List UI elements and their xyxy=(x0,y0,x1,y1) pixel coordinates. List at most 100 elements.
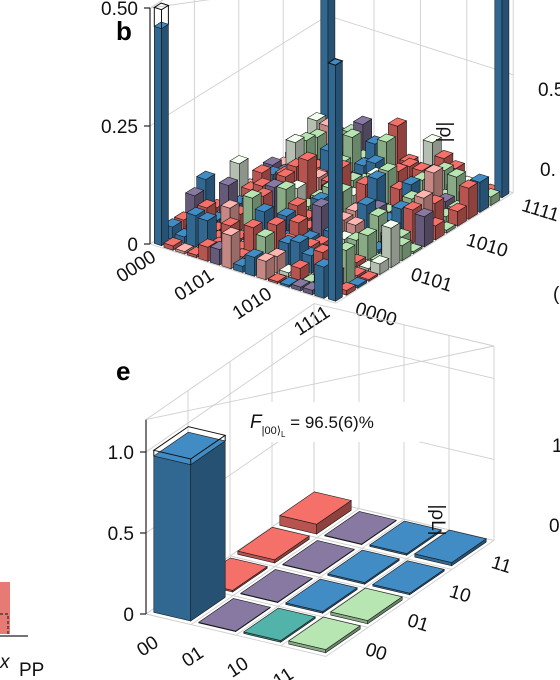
panel-b-y-tick-label: 0000 xyxy=(353,299,400,331)
panel-b-bar xyxy=(381,219,401,269)
panel-e-bar-face-top xyxy=(369,520,442,554)
panel-b-bar-face-top xyxy=(276,207,297,217)
panel-b-bar-face-top xyxy=(221,226,241,237)
panel-b-bar-face-top xyxy=(251,164,272,174)
panel-b-y-tick-label: 1111 xyxy=(519,195,560,226)
panel-b-bar-face-top xyxy=(197,238,218,248)
panel-b-bar-face-top xyxy=(275,168,296,178)
panel-b-bar-face-front xyxy=(414,213,425,248)
panel-b-gridline-floor-x xyxy=(335,192,514,304)
left-edge-x-fragment: x xyxy=(0,652,11,673)
panel-b-bar-face-top xyxy=(352,115,373,125)
panel-b-bar-face-top xyxy=(387,117,408,127)
panel-b-bar-face-top xyxy=(411,162,432,172)
panel-b-bar-face-top xyxy=(458,179,479,189)
panel-e-bar xyxy=(288,616,361,654)
panel-b-x-tick-label: 1111 xyxy=(291,302,334,340)
panel-e-x-tick-label: 10 xyxy=(223,653,252,680)
panel-b-bar-face-front xyxy=(154,25,162,247)
panel-e-bar xyxy=(237,526,310,564)
panel-b-bar-face-top xyxy=(306,112,327,122)
panel-b-bar-face-top xyxy=(220,199,240,209)
right-edge-fragment-5: 0 xyxy=(549,516,560,537)
panel-b-bar-face-top xyxy=(255,252,276,262)
panel-b-bar-face-top xyxy=(289,233,310,244)
panel-e-x-tick-label: 00 xyxy=(133,632,162,661)
panel-b-y-tick-label: 0101 xyxy=(408,264,455,296)
fidelity-subsubscript: L xyxy=(281,430,286,439)
left-edge-ideal-fragment xyxy=(0,613,9,634)
panel-b-bar xyxy=(414,207,434,248)
panel-b-bar xyxy=(221,226,241,270)
panel-b-bar xyxy=(290,259,310,281)
panel-b-bar-face-top xyxy=(422,133,443,144)
panel-b-bar-face-top xyxy=(469,173,490,183)
panel-b-bar-face-top xyxy=(446,168,467,178)
panel-b-bar-face-top xyxy=(197,211,218,222)
panel-b-bar-face-top xyxy=(285,133,305,144)
panel-b-bar-face-top xyxy=(434,149,454,160)
panel-b-bar xyxy=(163,237,183,251)
panel-b-bar xyxy=(267,272,288,285)
fidelity-text: F|00⟩L = 96.5(6)% xyxy=(250,412,374,439)
panel-b-bar-face-side xyxy=(161,23,169,247)
panel-b-bar xyxy=(327,58,344,302)
panel-b-chart: 00.250.50|ρ|0000 0101 1010 1111111110100101… xyxy=(101,0,560,340)
panel-b-bar-face-top xyxy=(423,164,444,174)
panel-e-bar xyxy=(327,549,400,585)
panel-e-bar xyxy=(243,607,316,643)
panel-b-bar-face-top xyxy=(255,228,276,238)
panel-b-bar xyxy=(153,21,170,247)
right-edge-fragment-3: ( xyxy=(553,284,560,305)
panel-e-bar-face-top xyxy=(330,587,403,621)
panel-e-x-tick-label: 11 xyxy=(270,664,298,680)
panel-b-bar-face-top xyxy=(264,178,285,188)
panel-b-bar-face-front xyxy=(221,232,232,270)
panel-b-bar-face-side xyxy=(390,222,401,269)
panel-b-bar-face-front xyxy=(494,0,503,199)
panel-e-z-tick-label: 0.5 xyxy=(108,524,134,545)
panel-e-bar-face-top xyxy=(288,616,361,650)
panel-b-bar-face-top xyxy=(342,128,362,138)
panel-e-wall-top-edge xyxy=(145,303,495,421)
panel-b-bar-face-top xyxy=(366,170,387,180)
panel-e-z-tick-label: 1.0 xyxy=(108,443,134,464)
panel-b-z-tick-label: 0.50 xyxy=(101,0,138,20)
panel-b-bar-face-top xyxy=(414,207,434,218)
panel-b-bar-face-top xyxy=(376,133,397,143)
panel-b-bar-face-top xyxy=(218,176,239,186)
panel-b-bar-face-side xyxy=(479,176,490,213)
panel-b-bar-face-side xyxy=(501,0,510,199)
panel-b-bar-face-top xyxy=(242,189,262,199)
panel-b-bar-face-top xyxy=(290,278,311,288)
panel-b-bar-face-top xyxy=(358,270,379,280)
panel-b-bar-face-top xyxy=(254,203,275,213)
right-edge-fragment-2: 0. xyxy=(540,160,556,181)
panel-b-bar-face-top xyxy=(381,219,401,229)
panel-e-bar-face-top xyxy=(282,540,355,574)
panel-e-y-tick-label: 11 xyxy=(489,552,514,578)
panel-b-bar-face-top xyxy=(288,214,309,224)
panel-b-bar-face-top xyxy=(195,170,216,180)
panel-e-bar-face-top xyxy=(198,598,271,632)
panel-b-bar-face-top xyxy=(401,176,421,186)
left-edge-pp-fragment: PP xyxy=(19,660,44,680)
panel-e-bar xyxy=(282,540,355,575)
panel-e-y-tick-label: 01 xyxy=(405,610,431,636)
panel-e-label: e xyxy=(116,356,130,386)
panel-b-bar-face-top xyxy=(276,180,296,190)
panel-b-bar-face-front xyxy=(327,62,336,302)
panel-e-bar-face-top xyxy=(243,607,316,641)
panel-e-bar-face-top xyxy=(414,529,487,563)
panel-b-bar xyxy=(494,0,510,199)
panel-e-y-tick-label: 10 xyxy=(447,581,473,607)
panel-b-bar-face-front xyxy=(314,263,325,299)
panel-e-bar xyxy=(324,511,397,546)
panel-e-bar-face-top xyxy=(279,491,352,525)
panel-b-bar-face-top xyxy=(357,226,378,237)
panel-b-ideal-bar-top xyxy=(327,58,344,66)
right-edge-fragment-1: 0.5 xyxy=(538,80,560,101)
panel-e-bar xyxy=(198,598,271,633)
panel-e-bar-face-top xyxy=(372,560,445,594)
panel-e-bar xyxy=(414,529,487,567)
